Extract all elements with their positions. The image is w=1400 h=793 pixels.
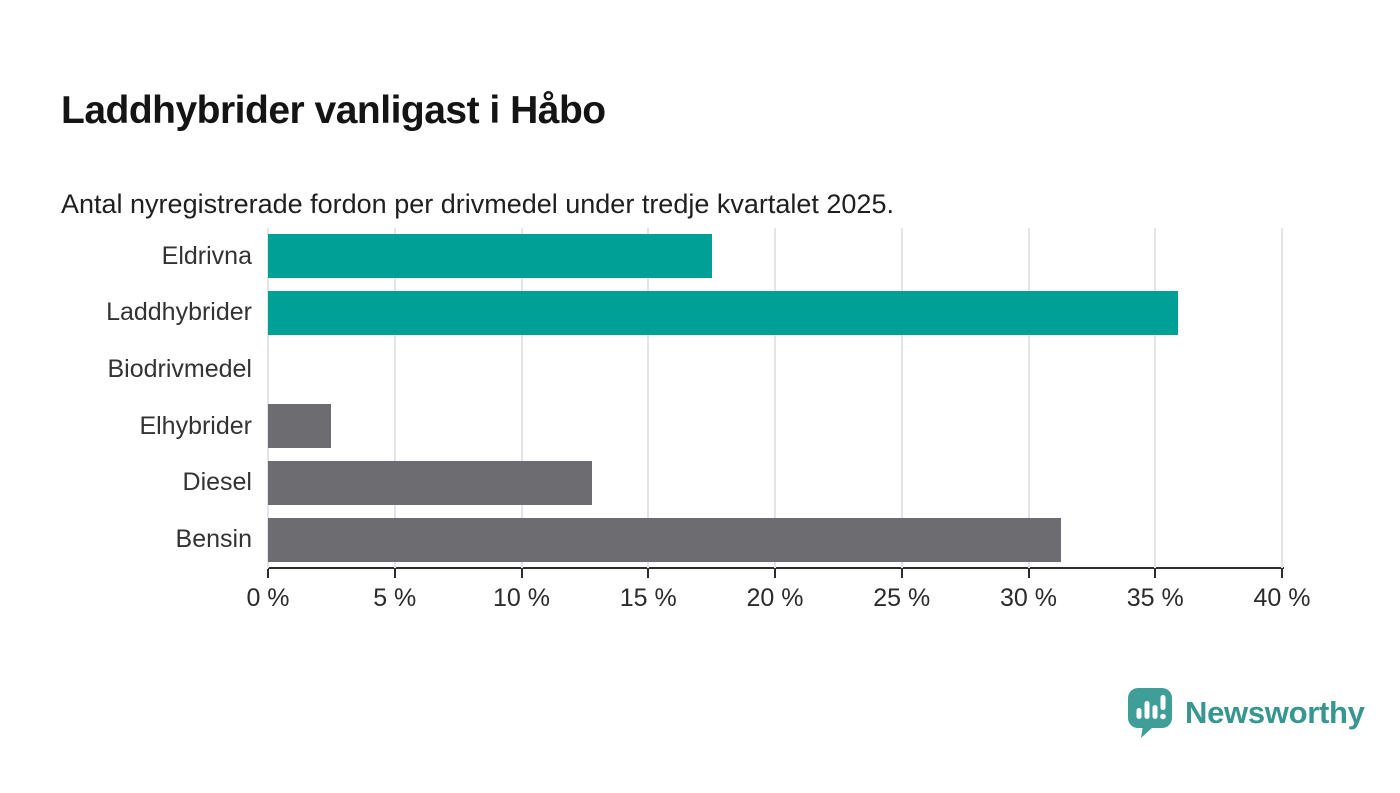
category-label: Laddhybrider — [106, 298, 252, 327]
bar-elhybrider — [268, 404, 332, 449]
x-axis-tick — [520, 569, 523, 578]
gridline — [1154, 228, 1157, 568]
x-axis-tick-label: 25 % — [873, 584, 931, 612]
gridline — [1281, 228, 1283, 568]
category-label: Biodrivmedel — [107, 355, 252, 384]
x-axis-tick-label: 0 % — [246, 584, 290, 612]
newsworthy-branding: Newsworthy — [1128, 688, 1365, 738]
x-axis-tick — [393, 569, 396, 578]
x-axis-tick — [774, 569, 776, 578]
gridline — [774, 228, 776, 568]
x-axis-tick — [1027, 569, 1030, 578]
bar-laddhybrider — [268, 291, 1179, 335]
chart-title: Laddhybrider vanligast i Håbo — [61, 89, 606, 133]
x-axis-tick — [900, 569, 903, 578]
x-axis-tick — [267, 569, 269, 578]
gridline — [647, 228, 650, 568]
plot-area: 0 % 5 % 10 % 15 % 20 % 25 % 30 % 35 % 40 % — [246, 228, 1310, 612]
gridline — [393, 228, 396, 568]
bar-chart: Eldrivna Laddhybrider Biodrivmedel Elhybrid… — [0, 228, 1400, 618]
x-axis-tick — [1281, 569, 1283, 578]
x-axis-tick-label: 40 % — [1253, 584, 1311, 612]
x-axis-tick-label: 15 % — [619, 584, 677, 612]
x-axis-tick-label: 10 % — [493, 584, 550, 612]
bar-diesel — [268, 461, 593, 505]
category-axis: Eldrivna Laddhybrider Biodrivmedel Elhybrid… — [0, 228, 252, 568]
x-axis-tick — [1154, 569, 1157, 578]
chart-subtitle: Antal nyregistrerade fordon per drivmede… — [61, 189, 894, 219]
gridline — [520, 228, 523, 568]
category-label: Diesel — [182, 468, 252, 497]
newsworthy-wordmark: Newsworthy — [1185, 695, 1365, 730]
gridline — [1027, 228, 1030, 568]
bar-eldrivna — [268, 234, 712, 279]
x-axis-tick-label: 20 % — [746, 584, 804, 612]
x-axis-tick-label: 5 % — [373, 584, 417, 612]
x-axis-tick-label: 35 % — [1126, 584, 1184, 612]
x-axis-line — [268, 567, 1284, 569]
category-label: Elhybrider — [139, 411, 252, 440]
x-axis-tick-label: 30 % — [1000, 584, 1057, 612]
category-label: Eldrivna — [161, 241, 252, 270]
newsworthy-logo-icon — [1128, 688, 1172, 738]
gridline — [267, 228, 269, 568]
category-label: Bensin — [175, 525, 252, 554]
gridline — [900, 228, 903, 568]
bar-bensin — [268, 517, 1062, 562]
x-axis-tick — [647, 569, 650, 578]
